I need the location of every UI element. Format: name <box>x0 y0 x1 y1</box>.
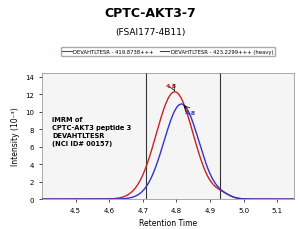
Y-axis label: Intensity (10⁻³): Intensity (10⁻³) <box>11 107 20 166</box>
Text: iMRM of
CPTC-AKT3 peptide 3
DEVAHTLTESR
(NCI ID# 00157): iMRM of CPTC-AKT3 peptide 3 DEVAHTLTESR … <box>52 117 131 147</box>
Text: CPTC-AKT3-7: CPTC-AKT3-7 <box>104 7 196 20</box>
X-axis label: Retention Time: Retention Time <box>139 218 197 227</box>
Text: 4.8: 4.8 <box>184 110 195 115</box>
Text: 4.8: 4.8 <box>166 84 177 89</box>
Text: (FSAI177-4B11): (FSAI177-4B11) <box>115 27 185 36</box>
Legend: DEVAHTLTESR - 419.8738+++ , DEVAHTLTESR - 423.2299+++ (heavy): DEVAHTLTESR - 419.8738+++ , DEVAHTLTESR … <box>61 48 275 56</box>
